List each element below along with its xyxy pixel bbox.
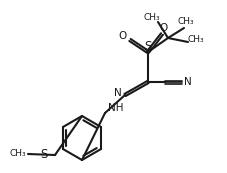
Text: S: S [144,40,151,53]
Text: NH: NH [108,103,123,113]
Text: CH₃: CH₃ [177,17,193,26]
Text: CH₃: CH₃ [187,35,203,44]
Text: CH₃: CH₃ [143,12,160,21]
Text: N: N [183,77,191,87]
Text: CH₃: CH₃ [10,149,26,158]
Text: S: S [40,148,47,161]
Text: O: O [159,23,167,33]
Text: N: N [114,88,121,98]
Text: O: O [118,31,127,41]
